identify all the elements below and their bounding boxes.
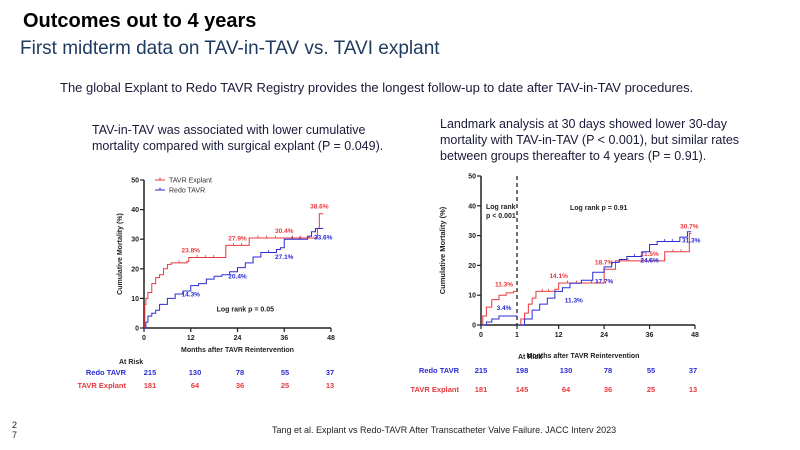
data-label: 11.3% bbox=[565, 297, 583, 304]
x-tick-label: 12 bbox=[187, 335, 195, 342]
at-risk-value: 37 bbox=[689, 366, 697, 375]
x-tick-label: 24 bbox=[600, 332, 608, 339]
legend-label: Redo TAVR bbox=[169, 188, 205, 195]
caption-right: Landmark analysis at 30 days showed lowe… bbox=[440, 117, 740, 163]
slide-subtitle: First midterm data on TAV-in-TAV vs. TAV… bbox=[20, 38, 440, 59]
y-tick-label: 50 bbox=[131, 178, 139, 185]
at-risk-value: 55 bbox=[647, 366, 655, 375]
at-risk-value: 64 bbox=[191, 381, 200, 390]
data-label: 20.4% bbox=[228, 274, 247, 281]
at-risk-row-label: TAVR Explant bbox=[78, 381, 127, 390]
data-label: 27.9% bbox=[228, 235, 247, 242]
citation: Tang et al. Explant vs Redo-TAVR After T… bbox=[272, 425, 617, 435]
at-risk-value: 130 bbox=[560, 366, 573, 375]
y-axis-label: Cumulative Mortality (%) bbox=[438, 206, 447, 294]
data-label: 30.7% bbox=[680, 224, 699, 231]
x-axis-label: Months after TAVR Reintervention bbox=[181, 347, 294, 354]
x-tick-label: 0 bbox=[479, 332, 483, 339]
y-tick-label: 10 bbox=[468, 293, 476, 300]
data-label: 38.6% bbox=[310, 204, 329, 211]
at-risk-value: 13 bbox=[326, 381, 334, 390]
at-risk-value: 37 bbox=[326, 368, 334, 377]
at-risk-value: 198 bbox=[516, 366, 529, 375]
at-risk-value: 145 bbox=[516, 385, 529, 394]
at-risk-value: 215 bbox=[475, 366, 488, 375]
at-risk-value: 181 bbox=[475, 385, 488, 394]
page-number: 2 7 bbox=[12, 420, 17, 440]
at-risk-row-label: Redo TAVR bbox=[419, 366, 460, 375]
at-risk-title: At Risk bbox=[518, 354, 542, 361]
page-number-digit: 2 bbox=[12, 420, 18, 430]
at-risk-value: 13 bbox=[689, 385, 697, 394]
x-tick-label: 48 bbox=[691, 332, 699, 339]
data-label: 14.1% bbox=[549, 273, 568, 280]
data-label: 3.4% bbox=[497, 305, 512, 312]
y-tick-label: 30 bbox=[468, 233, 476, 240]
km-curve-late-redo bbox=[517, 231, 692, 326]
at-risk-value: 215 bbox=[144, 368, 157, 377]
x-tick-label: 1 bbox=[515, 332, 519, 339]
x-tick-label: 48 bbox=[327, 335, 335, 342]
at-risk-value: 181 bbox=[144, 381, 157, 390]
km-curve-redo bbox=[144, 228, 324, 329]
data-label: 30.4% bbox=[275, 228, 294, 235]
log-rank-annotation: Log rank p = 0.05 bbox=[217, 307, 274, 314]
early-log-rank-label: Log rank bbox=[486, 204, 516, 211]
data-label: 14.3% bbox=[182, 292, 201, 299]
y-tick-label: 50 bbox=[468, 174, 476, 181]
early-log-rank-p: p < 0.001 bbox=[486, 213, 516, 220]
data-label: 33.6% bbox=[314, 235, 333, 242]
data-label: 18.7% bbox=[595, 259, 614, 266]
data-label: 23.8% bbox=[182, 248, 201, 255]
y-tick-label: 0 bbox=[135, 326, 139, 333]
data-label: 17.7% bbox=[595, 278, 614, 285]
at-risk-value: 78 bbox=[604, 366, 612, 375]
km-curve-early-redo bbox=[481, 315, 517, 326]
km-curve-early-explant bbox=[481, 290, 517, 326]
y-tick-label: 10 bbox=[131, 296, 139, 303]
at-risk-value: 78 bbox=[236, 368, 244, 377]
at-risk-value: 25 bbox=[647, 385, 655, 394]
y-tick-label: 40 bbox=[131, 207, 139, 214]
intro-text: The global Explant to Redo TAVR Registry… bbox=[60, 80, 694, 95]
x-tick-label: 36 bbox=[280, 335, 288, 342]
y-tick-label: 20 bbox=[131, 266, 139, 273]
x-axis-label: Months after TAVR Reintervention bbox=[527, 353, 640, 360]
at-risk-title: At Risk bbox=[119, 359, 143, 366]
late-log-rank-annotation: Log rank p = 0.91 bbox=[570, 205, 627, 212]
legend-label: TAVR Explant bbox=[169, 178, 212, 185]
km-curve-late-explant bbox=[517, 233, 692, 326]
data-label: 27.1% bbox=[275, 254, 294, 261]
y-tick-label: 0 bbox=[472, 323, 476, 330]
data-label: 31.3% bbox=[682, 238, 701, 245]
at-risk-value: 36 bbox=[604, 385, 612, 394]
x-tick-label: 0 bbox=[142, 335, 146, 342]
page-number-digit: 7 bbox=[12, 430, 18, 440]
slide-title: Outcomes out to 4 years bbox=[23, 10, 257, 32]
at-risk-value: 64 bbox=[562, 385, 571, 394]
data-label: 21.5% bbox=[640, 251, 659, 258]
data-label: 24.6% bbox=[640, 258, 659, 265]
caption-left: TAV-in-TAV was associated with lower cum… bbox=[92, 123, 384, 153]
x-tick-label: 36 bbox=[646, 332, 654, 339]
data-label: 11.3% bbox=[495, 281, 513, 288]
y-tick-label: 40 bbox=[468, 203, 476, 210]
at-risk-value: 25 bbox=[281, 381, 289, 390]
x-tick-label: 12 bbox=[555, 332, 563, 339]
x-tick-label: 24 bbox=[234, 335, 242, 342]
at-risk-row-label: TAVR Explant bbox=[411, 385, 460, 394]
at-risk-value: 36 bbox=[236, 381, 244, 390]
y-tick-label: 20 bbox=[468, 263, 476, 270]
y-tick-label: 30 bbox=[131, 237, 139, 244]
at-risk-row-label: Redo TAVR bbox=[86, 368, 127, 377]
at-risk-value: 130 bbox=[189, 368, 202, 377]
y-axis-label: Cumulative Mortality (%) bbox=[117, 213, 124, 295]
at-risk-value: 55 bbox=[281, 368, 289, 377]
